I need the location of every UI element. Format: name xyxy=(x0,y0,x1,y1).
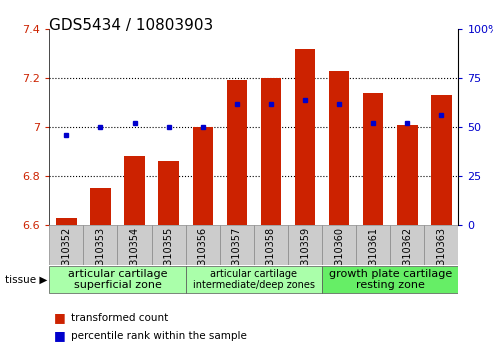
FancyBboxPatch shape xyxy=(186,266,322,293)
FancyBboxPatch shape xyxy=(356,225,390,265)
FancyBboxPatch shape xyxy=(322,266,458,293)
Bar xyxy=(158,161,179,225)
FancyBboxPatch shape xyxy=(322,225,356,265)
FancyBboxPatch shape xyxy=(151,225,186,265)
Text: ■: ■ xyxy=(54,311,66,324)
Bar xyxy=(397,125,418,225)
Text: percentile rank within the sample: percentile rank within the sample xyxy=(71,331,247,341)
Text: GSM1310354: GSM1310354 xyxy=(130,227,140,292)
Text: GSM1310359: GSM1310359 xyxy=(300,227,310,292)
Text: GSM1310360: GSM1310360 xyxy=(334,227,344,292)
FancyBboxPatch shape xyxy=(49,266,186,293)
Text: GSM1310358: GSM1310358 xyxy=(266,227,276,292)
Text: GSM1310363: GSM1310363 xyxy=(436,227,447,292)
Bar xyxy=(363,93,384,225)
FancyBboxPatch shape xyxy=(83,225,117,265)
Text: transformed count: transformed count xyxy=(71,313,169,323)
Bar xyxy=(192,127,213,225)
FancyBboxPatch shape xyxy=(288,225,322,265)
FancyBboxPatch shape xyxy=(49,225,83,265)
Text: GSM1310353: GSM1310353 xyxy=(96,227,106,292)
Bar xyxy=(56,218,76,225)
Text: growth plate cartilage
resting zone: growth plate cartilage resting zone xyxy=(329,269,452,290)
FancyBboxPatch shape xyxy=(220,225,254,265)
Text: articular cartilage
superficial zone: articular cartilage superficial zone xyxy=(68,269,167,290)
Text: GDS5434 / 10803903: GDS5434 / 10803903 xyxy=(49,18,213,33)
Text: articular cartilage
intermediate/deep zones: articular cartilage intermediate/deep zo… xyxy=(193,269,315,290)
Bar xyxy=(90,188,110,225)
Text: GSM1310356: GSM1310356 xyxy=(198,227,208,292)
FancyBboxPatch shape xyxy=(424,225,458,265)
Text: GSM1310362: GSM1310362 xyxy=(402,227,412,292)
Bar xyxy=(431,95,452,225)
Text: GSM1310352: GSM1310352 xyxy=(61,227,71,292)
FancyBboxPatch shape xyxy=(390,225,424,265)
FancyBboxPatch shape xyxy=(254,225,288,265)
FancyBboxPatch shape xyxy=(186,225,220,265)
Text: tissue ▶: tissue ▶ xyxy=(5,274,47,285)
Bar xyxy=(295,49,315,225)
Bar xyxy=(329,71,350,225)
Bar xyxy=(261,78,281,225)
Text: GSM1310357: GSM1310357 xyxy=(232,227,242,292)
FancyBboxPatch shape xyxy=(117,225,151,265)
Bar xyxy=(227,81,247,225)
Text: GSM1310361: GSM1310361 xyxy=(368,227,378,292)
Text: ■: ■ xyxy=(54,329,66,342)
Text: GSM1310355: GSM1310355 xyxy=(164,227,174,292)
Bar xyxy=(124,156,145,225)
